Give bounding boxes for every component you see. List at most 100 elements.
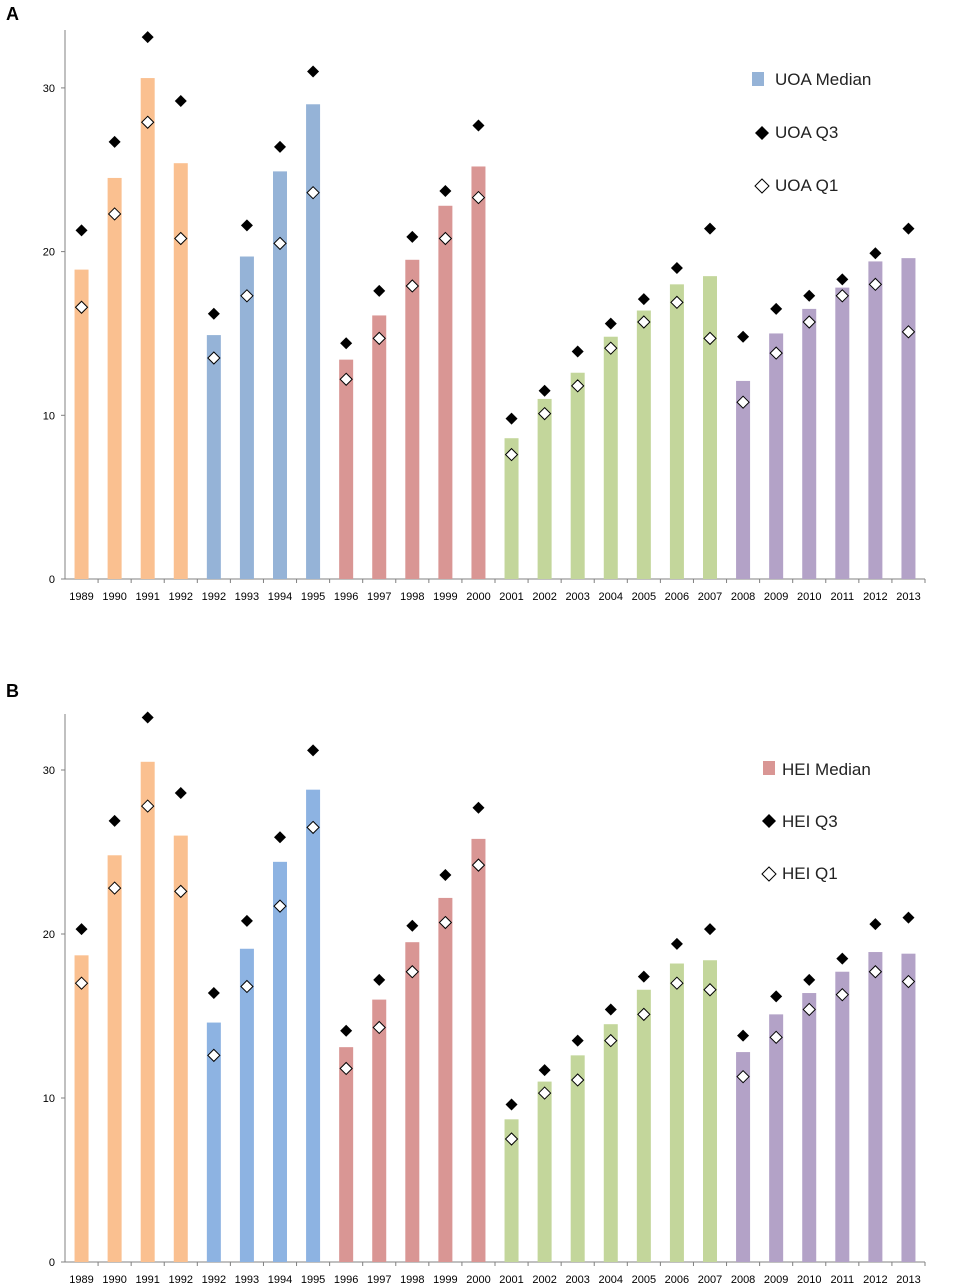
x-tick-label: 2004 [599, 1274, 623, 1286]
legend-swatch-median-a [752, 72, 764, 86]
q1-marker [405, 279, 420, 293]
median-bar [504, 438, 519, 579]
median-bar [868, 261, 883, 579]
median-bar [570, 372, 585, 579]
q1-marker [339, 1061, 353, 1076]
median-bar [835, 287, 850, 579]
q1-marker [471, 190, 486, 205]
q3-marker [439, 185, 452, 198]
q1-marker [372, 331, 386, 346]
y-tick-label: 10 [43, 410, 55, 422]
q1-marker [240, 979, 254, 994]
median-bar [339, 1047, 354, 1262]
q3-marker [439, 868, 452, 881]
q1-marker [736, 1069, 750, 1084]
q3-marker [108, 135, 121, 148]
median-bar [74, 955, 89, 1262]
x-tick-label: 1996 [334, 1274, 358, 1286]
q1-marker [537, 406, 552, 421]
x-tick-label: 1992 [169, 591, 193, 603]
x-tick-label: 2013 [896, 591, 920, 603]
median-bar [769, 333, 784, 579]
q3-marker [571, 345, 584, 358]
median-bar [239, 948, 254, 1262]
q1-marker [802, 315, 816, 329]
q1-marker [703, 331, 717, 346]
median-bar [636, 989, 651, 1262]
q1-marker [74, 976, 89, 990]
x-tick-label: 1996 [334, 591, 358, 603]
q1-marker [670, 295, 684, 310]
q1-marker [273, 899, 287, 913]
x-tick-label: 1994 [268, 1274, 292, 1286]
q3-marker [670, 261, 683, 274]
q1-marker [504, 447, 519, 462]
median-bar [471, 838, 486, 1262]
y-tick-label: 20 [43, 247, 55, 259]
x-tick-label: 1999 [433, 1274, 457, 1286]
q1-marker [240, 289, 254, 303]
y-tick-label: 0 [49, 1257, 55, 1269]
y-tick-label: 10 [43, 1093, 55, 1105]
median-bar [306, 789, 321, 1262]
median-bar [537, 1081, 552, 1262]
q1-marker [703, 983, 717, 997]
x-tick-label: 2010 [797, 591, 821, 603]
y-ticks-b: 0 10 20 30 [43, 765, 65, 1269]
q1-marker [604, 341, 618, 355]
q1-marker [306, 185, 320, 200]
q1-marker [438, 231, 453, 246]
legend-b: HEI Median HEI Q3 HEI Q1 [761, 760, 871, 883]
x-tick-label: 2009 [764, 591, 788, 603]
q1-marker [405, 965, 420, 979]
q3-marker [307, 65, 320, 78]
q1-marker [570, 379, 585, 393]
x-tick-label: 1993 [235, 1274, 259, 1286]
q1-marker [174, 884, 188, 899]
x-tick-label: 1989 [69, 1274, 93, 1286]
median-bar [802, 993, 817, 1262]
q3-marker [406, 230, 419, 243]
x-ticks-b: 1989 1990 1991 1992 1992 1993 1994 1995 1996 1997… [69, 1262, 926, 1286]
median-bar [438, 897, 453, 1262]
median-bar [339, 359, 354, 579]
median-bar [769, 1014, 784, 1262]
median-bar [107, 855, 122, 1262]
median-bar [140, 78, 155, 579]
x-tick-label: 2007 [698, 591, 722, 603]
legend-diamond-q1-a [754, 178, 770, 194]
legend-label-q1-b: HEI Q1 [782, 864, 838, 883]
q3-marker [207, 987, 220, 1000]
x-tick-label: 2000 [466, 591, 490, 603]
q3-marker [472, 119, 485, 132]
median-bar [405, 259, 420, 579]
q1-marker [868, 277, 883, 292]
median-bar [173, 163, 188, 579]
q3-marker [637, 970, 650, 983]
legend-label-median-a: UOA Median [775, 70, 871, 89]
q3-marker [902, 911, 915, 924]
median-bar [140, 761, 155, 1262]
panel-label-b: B [6, 681, 19, 701]
q1-marker [372, 1020, 386, 1035]
q3-marker [373, 284, 386, 297]
q3-marker [770, 302, 783, 315]
x-tick-label: 2013 [896, 1274, 920, 1286]
q1-marker [140, 115, 155, 129]
x-tick-label: 1997 [367, 1274, 391, 1286]
q1-marker [604, 1033, 618, 1048]
q3-marker [737, 1029, 750, 1042]
y-ticks-a: 0 10 20 30 [43, 83, 65, 586]
q3-marker [803, 973, 816, 986]
q3-marker [141, 711, 154, 724]
x-tick-label: 2009 [764, 1274, 788, 1286]
legend-diamond-q3-b [762, 814, 776, 828]
x-tick-label: 2010 [797, 1274, 821, 1286]
x-tick-label: 2012 [863, 1274, 887, 1286]
q1-marker [769, 1030, 783, 1045]
q1-marker [140, 799, 155, 813]
q3-marker [836, 273, 849, 286]
q1-marker [339, 372, 353, 386]
q3-marker [869, 247, 882, 260]
